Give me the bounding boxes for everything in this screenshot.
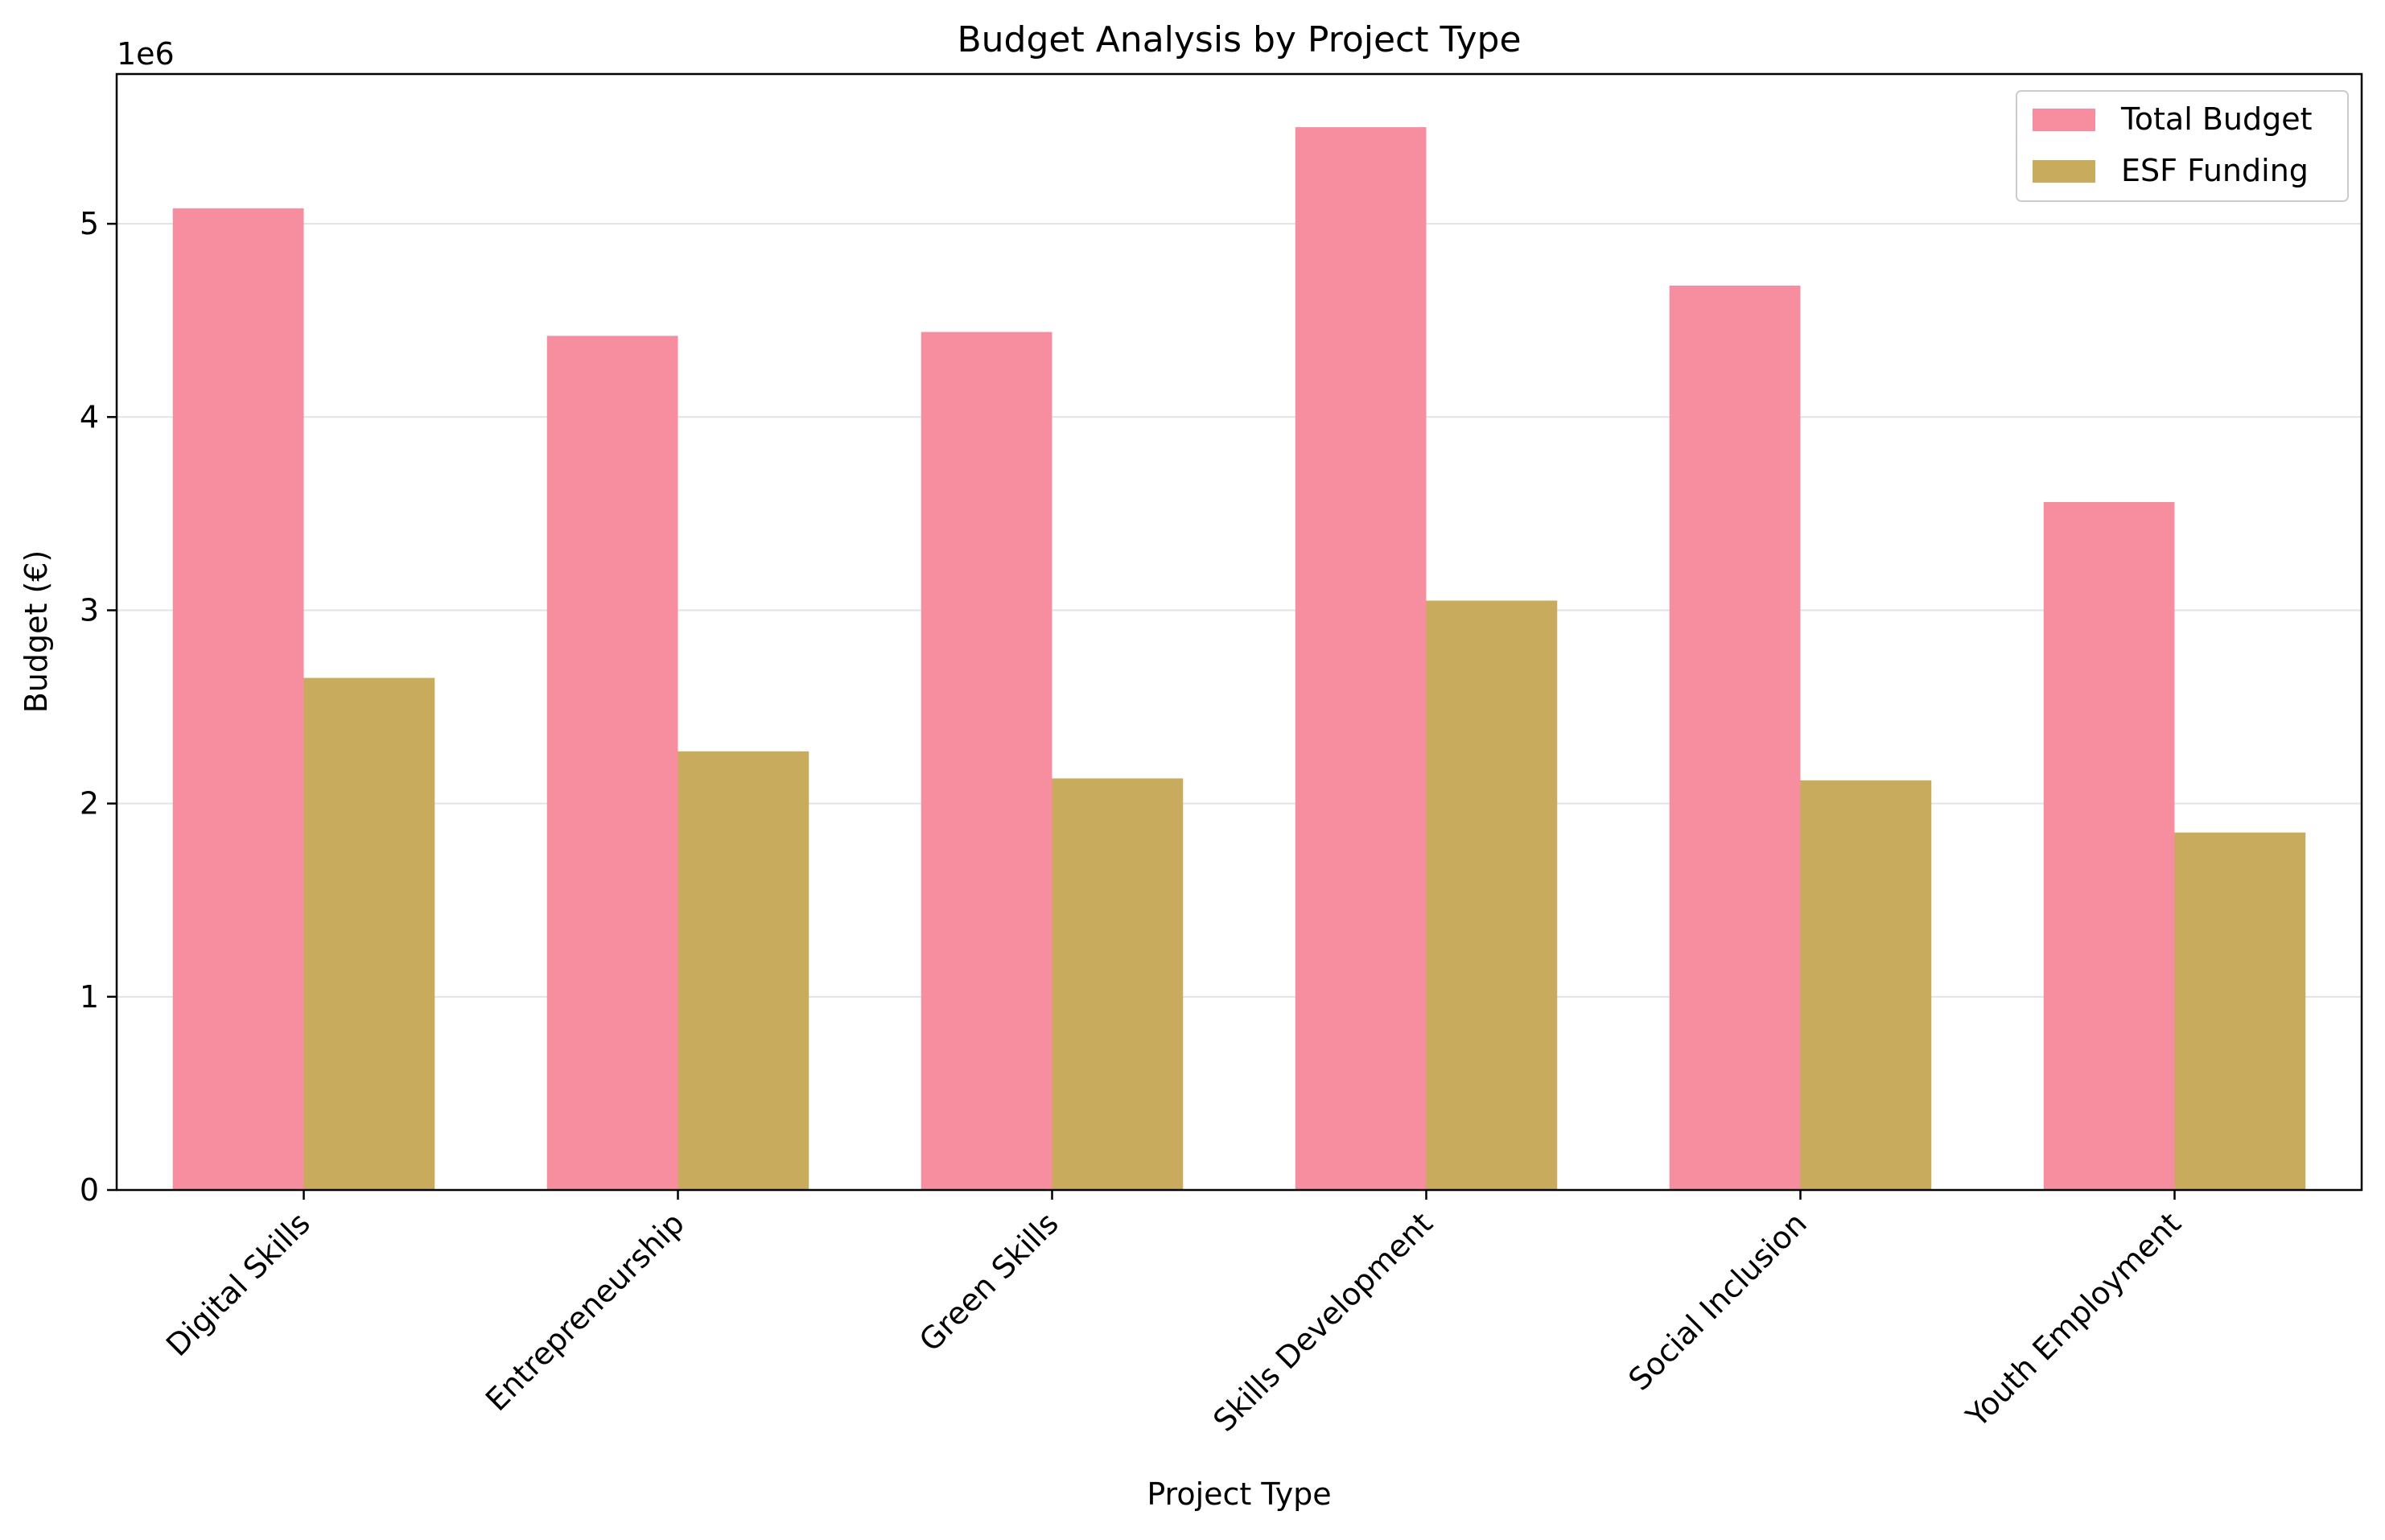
y-tick-label: 1: [80, 979, 99, 1015]
y-tick-label: 0: [80, 1172, 99, 1208]
bar-total-budget-skills-development: [1295, 127, 1427, 1191]
y-axis-label: Budget (€): [19, 550, 54, 714]
bar-esf-funding-green-skills: [1052, 778, 1184, 1190]
bar-total-budget-youth-employment: [2043, 501, 2175, 1190]
bar-esf-funding-youth-employment: [2174, 832, 2306, 1190]
legend-label-esf-funding: ESF Funding: [2121, 153, 2309, 188]
bar-total-budget-green-skills: [921, 331, 1052, 1191]
bar-esf-funding-social-inclusion: [1800, 780, 1932, 1190]
plot-frame: [115, 72, 2363, 1192]
legend: Total Budget ESF Funding: [2016, 90, 2349, 202]
y-axis: 0 1 2 3 4 5: [80, 206, 117, 1208]
y-tick-label: 5: [80, 206, 99, 241]
y-tick-label: 3: [80, 592, 99, 628]
bar-total-budget-digital-skills: [172, 208, 304, 1190]
y-tick-label: 4: [80, 399, 99, 434]
bars: [172, 127, 2306, 1191]
y-axis-offset-text: 1e6: [117, 36, 175, 72]
legend-swatch-esf-funding: [2033, 160, 2095, 183]
bar-esf-funding-digital-skills: [303, 677, 435, 1190]
chart-title: Budget Analysis by Project Type: [957, 19, 1521, 60]
legend-label-total-budget: Total Budget: [2120, 101, 2313, 137]
bar-total-budget-social-inclusion: [1669, 285, 1801, 1190]
bar-esf-funding-skills-development: [1426, 600, 1558, 1190]
bar-esf-funding-entrepreneurship: [678, 751, 809, 1190]
legend-swatch-total-budget: [2033, 109, 2095, 131]
legend-box: [2016, 90, 2349, 202]
x-axis-label: Project Type: [1147, 1476, 1331, 1512]
bar-total-budget-entrepreneurship: [546, 336, 678, 1191]
y-tick-label: 2: [80, 786, 99, 821]
